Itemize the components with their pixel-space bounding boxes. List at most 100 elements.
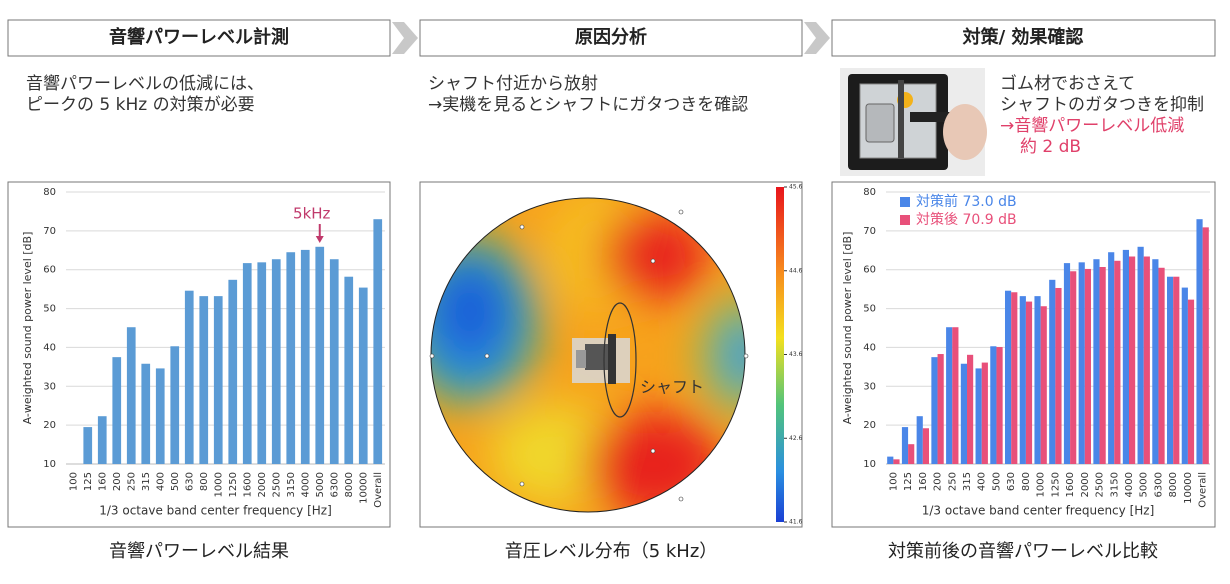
bar: [1129, 256, 1136, 464]
y-tick-label: 10: [863, 459, 876, 470]
x-tick-label: 160: [97, 472, 108, 491]
x-tick-label: 4000: [1124, 472, 1135, 497]
description: ピークの 5 kHz の対策が必要: [26, 95, 255, 115]
x-tick-label: 1250: [228, 472, 239, 497]
bar: [922, 428, 930, 464]
bar: [996, 347, 1003, 464]
bar: [83, 427, 93, 464]
bar: [960, 363, 967, 464]
bar: [257, 262, 267, 464]
y-tick-label: 20: [43, 420, 56, 431]
x-tick-label: 125: [903, 472, 914, 491]
x-tick-label: 630: [1006, 472, 1017, 491]
bar: [170, 346, 180, 464]
description: シャフト付近から放射: [428, 74, 598, 94]
bar: [975, 368, 982, 464]
x-tick-label: 2500: [271, 472, 282, 497]
step-title: 原因分析: [575, 26, 647, 48]
bar: [1114, 260, 1121, 464]
bar: [1158, 267, 1165, 464]
x-tick-label: 2500: [1095, 472, 1106, 497]
bar: [329, 259, 339, 464]
bar: [1049, 279, 1056, 464]
bar: [1196, 219, 1203, 464]
description: ゴム材でおさえて: [1000, 73, 1135, 94]
bar: [1004, 290, 1012, 464]
x-tick-label: 3150: [286, 472, 297, 497]
x-axis-title: 1/3 octave band center frequency [Hz]: [99, 504, 332, 518]
x-tick-label: 250: [126, 472, 137, 491]
y-tick-label: 30: [43, 381, 56, 392]
result: →音響パワーレベル低減: [1000, 116, 1184, 136]
bar: [1122, 249, 1129, 464]
bar: [1152, 259, 1159, 464]
bar: [1019, 296, 1026, 464]
x-tick-label: 200: [112, 472, 123, 491]
x-tick-label: 1600: [242, 472, 253, 497]
x-tick-label: 200: [933, 472, 944, 491]
x-tick-label: 315: [962, 472, 973, 491]
x-tick-label: 4000: [300, 472, 311, 497]
bar: [1187, 299, 1195, 464]
description: →実機を見るとシャフトにガタつきを確認: [428, 95, 748, 115]
legend-swatch: [900, 197, 910, 207]
x-tick-label: 250: [947, 472, 958, 491]
bar: [300, 249, 310, 464]
x-tick-label: 100: [68, 472, 79, 491]
description: 音響パワーレベルの低減には、: [26, 74, 264, 94]
x-tick-label: 6300: [1153, 472, 1164, 497]
bar: [981, 362, 988, 464]
colorbar-label: 43.6: [789, 351, 803, 358]
bar: [1055, 287, 1062, 464]
y-tick-label: 10: [43, 459, 56, 470]
device-photo: [572, 334, 630, 384]
panel-frames: [7, 19, 1216, 528]
colorbar-label: 42.6: [789, 435, 803, 442]
y-tick-label: 30: [863, 381, 876, 392]
x-tick-label: 2000: [1080, 472, 1091, 497]
x-tick-label: 100: [888, 472, 899, 491]
x-tick-label: 1250: [1050, 472, 1061, 497]
bar: [358, 287, 368, 464]
x-tick-label: 315: [141, 472, 152, 491]
bar: [937, 354, 944, 464]
bar: [946, 327, 953, 464]
bar: [315, 246, 325, 464]
y-axis-title: A-weighted sound power level [dB]: [841, 232, 854, 425]
y-tick-label: 60: [863, 265, 876, 276]
bar: [1070, 271, 1077, 464]
bar: [271, 259, 281, 464]
x-tick-label: 500: [991, 472, 1002, 491]
colorbar-label: 41.6: [789, 519, 803, 526]
y-tick-label: 70: [43, 226, 56, 237]
bar: [908, 444, 915, 464]
y-tick-label: 80: [863, 187, 876, 198]
description: シャフトのガタつきを抑制: [1000, 95, 1204, 115]
colorbar-label: 44.6: [789, 267, 803, 274]
bar: [228, 279, 238, 464]
y-tick-label: 20: [863, 420, 876, 431]
x-tick-label: 1600: [1065, 472, 1076, 497]
bar: [1078, 262, 1085, 464]
bar: [373, 219, 383, 464]
x-tick-label: 160: [918, 472, 929, 491]
bar: [887, 456, 894, 464]
bar: [1093, 259, 1100, 464]
bar: [1099, 266, 1106, 464]
bar: [952, 327, 959, 464]
x-tick-label: 8000: [344, 472, 355, 497]
product-photo: [840, 68, 987, 176]
bar: [1025, 301, 1033, 464]
x-axis-title: 1/3 octave band center frequency [Hz]: [922, 504, 1155, 518]
step-title: 対策/ 効果確認: [962, 26, 1084, 48]
x-tick-label: 500: [170, 472, 181, 491]
bar: [344, 276, 354, 464]
bar: [286, 252, 296, 464]
bar: [901, 427, 909, 464]
bar: [155, 368, 165, 464]
colorbar-label: 45.6: [789, 184, 803, 191]
x-tick-label: 800: [199, 472, 210, 491]
x-tick-label: 10000: [358, 472, 369, 504]
x-tick-label: 8000: [1168, 472, 1179, 497]
